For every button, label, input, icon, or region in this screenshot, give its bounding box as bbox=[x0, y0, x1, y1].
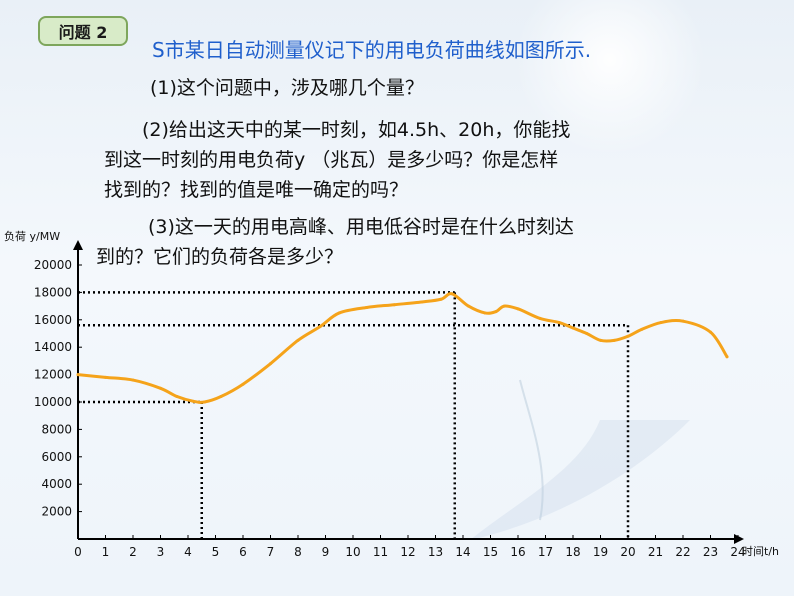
data-points bbox=[77, 292, 729, 403]
x-tick-label: 0 bbox=[74, 545, 82, 559]
x-tick-label: 2 bbox=[129, 545, 137, 559]
x-tick-label: 23 bbox=[703, 545, 718, 559]
x-tick-label: 13 bbox=[428, 545, 443, 559]
data-point bbox=[451, 292, 454, 295]
data-point bbox=[319, 325, 322, 328]
data-point bbox=[297, 339, 300, 342]
data-point bbox=[613, 339, 616, 342]
y-axis-arrow bbox=[73, 240, 83, 250]
x-tick-label: 9 bbox=[322, 545, 330, 559]
x-tick-label: 1 bbox=[102, 545, 110, 559]
y-tick-label: 2000 bbox=[41, 505, 72, 519]
x-tick-label: 15 bbox=[483, 545, 498, 559]
data-point bbox=[393, 303, 396, 306]
x-tick-label: 16 bbox=[510, 545, 525, 559]
data-point bbox=[539, 317, 542, 320]
data-point bbox=[77, 373, 80, 376]
guide-lines bbox=[78, 292, 628, 539]
data-point bbox=[269, 362, 272, 365]
data-point bbox=[104, 376, 107, 379]
y-tick-label: 8000 bbox=[41, 422, 72, 436]
load-curve-series bbox=[78, 294, 727, 403]
x-tick-label: 12 bbox=[400, 545, 415, 559]
data-point bbox=[495, 310, 498, 313]
x-tick-label: 5 bbox=[212, 545, 220, 559]
x-tick-label: 22 bbox=[675, 545, 690, 559]
y-axis-label: 负荷 y/MW bbox=[4, 229, 60, 243]
data-point bbox=[640, 328, 643, 331]
y-tick-label: 10000 bbox=[34, 395, 72, 409]
data-point bbox=[420, 300, 423, 303]
y-tick-label: 12000 bbox=[34, 368, 72, 382]
y-tick-label: 6000 bbox=[41, 450, 72, 464]
data-point bbox=[599, 339, 602, 342]
x-tick-label: 7 bbox=[267, 545, 275, 559]
data-point bbox=[176, 395, 179, 398]
x-tick-label: 21 bbox=[648, 545, 663, 559]
x-tick-label: 24 bbox=[730, 545, 745, 559]
data-point bbox=[660, 321, 663, 324]
x-tick-label: 11 bbox=[373, 545, 388, 559]
data-point bbox=[365, 306, 368, 309]
x-tick-label: 3 bbox=[157, 545, 165, 559]
data-point bbox=[242, 383, 245, 386]
x-tick-label: 4 bbox=[184, 545, 192, 559]
y-tick-label: 14000 bbox=[34, 340, 72, 354]
x-tick-label: 17 bbox=[538, 545, 553, 559]
data-point bbox=[338, 311, 341, 314]
data-point bbox=[503, 305, 506, 308]
x-tick-label: 18 bbox=[565, 545, 580, 559]
data-point bbox=[132, 379, 135, 382]
x-tick-label: 10 bbox=[345, 545, 360, 559]
data-point bbox=[709, 331, 712, 334]
x-tick-label: 8 bbox=[294, 545, 302, 559]
x-tick-label: 14 bbox=[455, 545, 470, 559]
y-tick-label: 18000 bbox=[34, 285, 72, 299]
data-point bbox=[467, 305, 470, 308]
data-point bbox=[558, 321, 561, 324]
data-point bbox=[585, 332, 588, 335]
data-point bbox=[517, 307, 520, 310]
x-tick-label: 20 bbox=[620, 545, 635, 559]
axes bbox=[73, 240, 744, 544]
x-axis-arrow bbox=[734, 534, 744, 544]
data-point bbox=[440, 298, 443, 301]
y-tick-label: 20000 bbox=[34, 258, 72, 272]
data-point bbox=[159, 387, 162, 390]
data-point bbox=[627, 335, 630, 338]
data-point bbox=[572, 327, 575, 330]
x-axis-label: 时间t/h bbox=[742, 545, 779, 558]
data-point bbox=[726, 355, 729, 358]
x-tick-label: 6 bbox=[239, 545, 247, 559]
x-tick-label: 19 bbox=[593, 545, 608, 559]
data-point bbox=[192, 400, 195, 403]
y-tick-label: 16000 bbox=[34, 313, 72, 327]
data-point bbox=[484, 311, 487, 314]
data-point bbox=[220, 395, 223, 398]
data-point bbox=[682, 320, 685, 323]
y-tick-label: 4000 bbox=[41, 477, 72, 491]
y-ticks: 2000 4000 6000 8000 10000 12000 14000 16000 1800… bbox=[34, 258, 82, 519]
data-point bbox=[203, 401, 206, 404]
